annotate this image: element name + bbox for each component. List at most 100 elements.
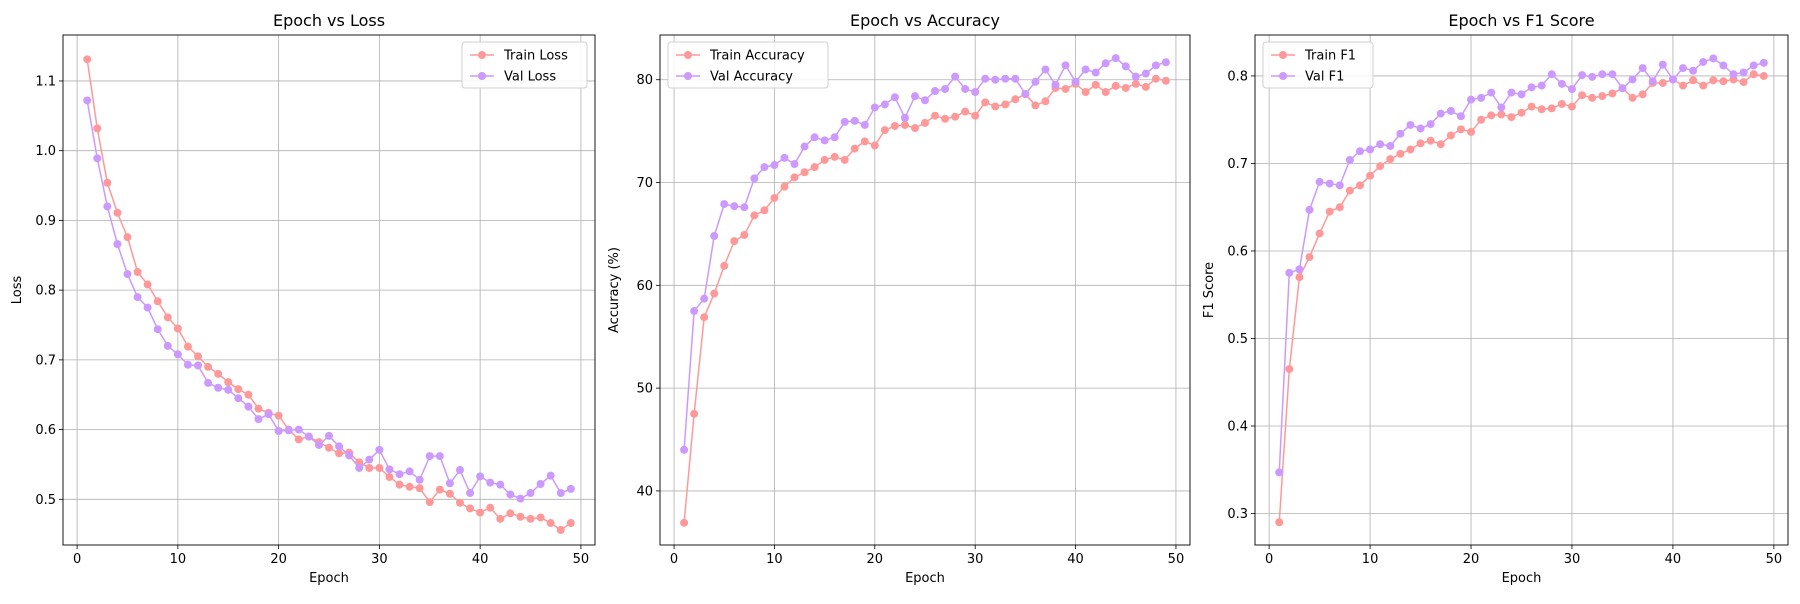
data-point bbox=[1141, 69, 1150, 78]
data-point bbox=[304, 432, 313, 441]
data-point bbox=[244, 402, 253, 411]
y-tick-label: 0.8 bbox=[35, 284, 56, 299]
data-point bbox=[1507, 88, 1516, 97]
subplot-1: 0 10 20 30 40 50 0.5 0.6 0.7 0.8 0.9 1.0 1.1 Epoch vs… bbox=[10, 11, 596, 586]
subplot-2: 0 10 20 30 40 50 40 50 60 70 80 Epoch vs Accuracy Ep… bbox=[607, 11, 1191, 586]
x-axis-label: Epoch bbox=[905, 571, 945, 586]
data-point bbox=[1345, 186, 1354, 195]
data-point bbox=[325, 443, 333, 452]
data-point bbox=[405, 467, 414, 476]
data-point bbox=[1699, 57, 1708, 66]
data-point bbox=[1305, 205, 1314, 214]
data-point bbox=[83, 55, 92, 64]
data-point bbox=[1101, 88, 1110, 97]
data-point bbox=[1011, 74, 1020, 83]
data-point bbox=[1141, 82, 1150, 91]
data-point bbox=[103, 178, 112, 187]
data-point bbox=[526, 514, 535, 523]
legend-swatch-marker bbox=[1279, 51, 1287, 59]
data-point bbox=[1638, 90, 1647, 99]
data-point bbox=[224, 378, 233, 387]
data-point bbox=[981, 74, 990, 83]
y-tick-label: 70 bbox=[636, 176, 653, 191]
data-point bbox=[1436, 109, 1445, 118]
data-point bbox=[971, 111, 980, 120]
data-point bbox=[335, 442, 344, 451]
data-point bbox=[850, 144, 859, 153]
y-tick-label: 0.4 bbox=[1227, 419, 1248, 434]
x-tick-label: 50 bbox=[1766, 552, 1783, 567]
data-point bbox=[1588, 72, 1597, 81]
data-point bbox=[1689, 66, 1698, 75]
data-point bbox=[1567, 102, 1576, 111]
data-point bbox=[234, 394, 243, 403]
data-point bbox=[395, 480, 404, 489]
x-axis-label: Epoch bbox=[1502, 571, 1542, 586]
data-point bbox=[1151, 61, 1160, 70]
series-line bbox=[683, 77, 1167, 523]
data-point bbox=[365, 455, 374, 464]
data-point bbox=[1517, 108, 1526, 117]
data-point bbox=[921, 96, 929, 105]
data-point bbox=[476, 472, 485, 481]
data-point bbox=[800, 142, 809, 151]
data-point bbox=[506, 509, 515, 518]
data-point bbox=[900, 120, 909, 129]
data-point bbox=[355, 463, 364, 472]
series-1 bbox=[680, 74, 1170, 527]
data-point bbox=[1061, 61, 1070, 70]
data-point bbox=[365, 463, 374, 472]
data-point bbox=[375, 445, 384, 454]
series-line bbox=[1278, 57, 1764, 473]
data-point bbox=[173, 350, 182, 359]
data-point bbox=[750, 174, 759, 183]
data-point bbox=[910, 92, 919, 101]
data-point bbox=[486, 478, 495, 487]
data-point bbox=[1295, 273, 1304, 282]
data-point bbox=[1658, 60, 1667, 69]
data-point bbox=[1497, 110, 1506, 119]
data-point bbox=[143, 280, 152, 289]
data-point bbox=[445, 479, 454, 488]
data-point bbox=[1416, 124, 1425, 133]
series-2 bbox=[83, 96, 575, 503]
y-tick-label: 0.9 bbox=[35, 214, 56, 229]
y-tick-label: 0.5 bbox=[1227, 332, 1248, 347]
data-point bbox=[921, 118, 929, 127]
data-point bbox=[760, 163, 769, 172]
data-point bbox=[385, 473, 394, 482]
data-point bbox=[113, 208, 122, 217]
data-point bbox=[730, 202, 739, 211]
x-tick-label: 30 bbox=[967, 552, 984, 567]
data-point bbox=[1355, 147, 1364, 156]
data-point bbox=[1285, 268, 1294, 277]
data-point bbox=[1295, 265, 1304, 274]
data-point bbox=[224, 385, 233, 394]
y-tick-label: 0.6 bbox=[1227, 244, 1248, 259]
data-point bbox=[910, 124, 919, 133]
legend-swatch-marker bbox=[478, 51, 486, 59]
data-point bbox=[1161, 76, 1170, 85]
data-point bbox=[1517, 90, 1526, 99]
y-tick-label: 0.7 bbox=[1227, 157, 1248, 172]
data-point bbox=[710, 231, 719, 240]
x-tick-label: 40 bbox=[472, 552, 489, 567]
data-point bbox=[1456, 125, 1465, 134]
data-point bbox=[1101, 59, 1110, 68]
data-point bbox=[1477, 115, 1486, 124]
data-point bbox=[830, 152, 839, 161]
data-point bbox=[770, 161, 779, 170]
data-point bbox=[1648, 77, 1657, 86]
data-point bbox=[1679, 64, 1688, 73]
data-point bbox=[1709, 54, 1718, 63]
data-point bbox=[1507, 113, 1516, 122]
series-line bbox=[1278, 73, 1764, 523]
data-point bbox=[1628, 75, 1637, 84]
data-point bbox=[274, 426, 283, 435]
data-point bbox=[234, 385, 243, 394]
data-point bbox=[1161, 58, 1170, 67]
data-point bbox=[890, 93, 899, 102]
data-point bbox=[880, 126, 889, 135]
data-point bbox=[153, 297, 162, 306]
data-point bbox=[1091, 80, 1100, 89]
